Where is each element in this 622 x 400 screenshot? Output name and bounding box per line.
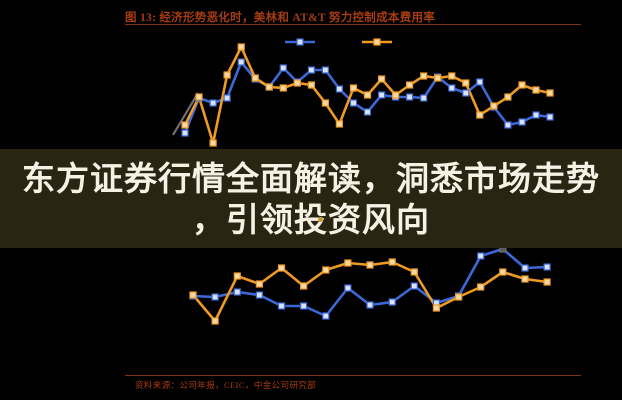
title-separator (125, 24, 581, 25)
figure-title: 图 13: 经济形势恶化时，美林和 AT&T 努力控制成本费用率 (125, 12, 436, 24)
gold-dot-artifact (318, 217, 323, 222)
headline-line-2: ，引领投资风向 (192, 200, 430, 238)
source-note: 资料来源：公司年报，CEIC，中金公司研究部 (135, 380, 317, 390)
source-separator (125, 375, 581, 376)
headline-line-1: 东方证券行情全面解读，洞悉市场走势 (22, 159, 600, 197)
headline-banner: 东方证券行情全面解读，洞悉市场走势 ，引领投资风向 (0, 149, 622, 248)
